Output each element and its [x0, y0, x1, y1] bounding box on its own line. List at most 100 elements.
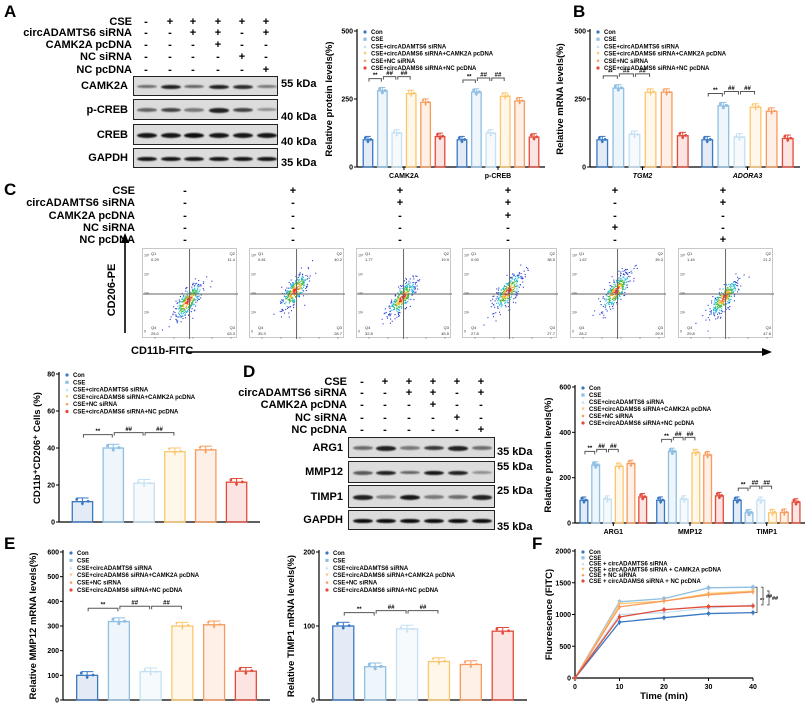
flow-event-dot	[515, 290, 517, 292]
y-tick-label: 40	[47, 446, 55, 453]
data-point	[117, 446, 121, 450]
blot-row-label: ARG1	[312, 441, 343, 454]
legend-diamond-marker	[69, 581, 73, 585]
significance-bracket	[119, 605, 151, 610]
legend-entry: CSE + circADAMTS6 siRNA	[589, 562, 668, 568]
flow-event-dot	[173, 306, 175, 308]
quadrant-name: Q4	[151, 325, 157, 330]
flow-event-dot	[417, 279, 419, 281]
data-point	[751, 585, 755, 589]
legend-entry: CSE	[589, 556, 601, 562]
flow-event-dot	[414, 286, 416, 288]
flow-event-dot	[404, 296, 406, 298]
flow-event-dot	[175, 308, 177, 310]
flow-event-dot	[390, 300, 392, 302]
flow-event-dot	[503, 297, 505, 299]
panel-a-treatment-sign: +	[189, 27, 197, 39]
flow-event-dot	[300, 278, 302, 280]
data-point	[715, 492, 719, 496]
blot-band	[233, 84, 253, 89]
flow-event-dot	[200, 285, 202, 287]
flow-event-dot	[512, 282, 514, 284]
flow-event-dot	[394, 299, 396, 301]
flow-event-dot	[180, 305, 182, 307]
data-point	[167, 448, 171, 451]
flow-event-dot	[606, 310, 608, 312]
flow-event-dot	[281, 292, 283, 294]
flow-event-dot	[402, 299, 404, 301]
panel-d-treatment-label: NC siRNA	[295, 412, 347, 424]
flow-event-dot	[184, 300, 186, 302]
flow-event-dot	[192, 284, 194, 286]
blot-row-label: CAMK2A	[80, 80, 128, 92]
flow-event-dot	[190, 292, 192, 294]
flow-event-dot	[398, 305, 400, 307]
flow-event-dot	[725, 308, 727, 310]
flow-event-dot	[612, 308, 614, 310]
flow-event-dot	[524, 274, 526, 276]
flow-event-dot	[718, 297, 720, 299]
data-point	[535, 135, 539, 139]
flow-event-dot	[279, 311, 281, 313]
significance-bracket	[707, 93, 723, 97]
flow-y-tick-label: 0	[572, 330, 574, 334]
flow-event-dot	[187, 307, 189, 309]
panel-c-treatment-sign: -	[291, 197, 295, 209]
flow-event-dot	[308, 277, 310, 279]
flow-event-dot	[292, 282, 294, 284]
panel-a-treatment-sign: -	[240, 64, 244, 76]
flow-event-dot	[196, 282, 198, 284]
legend-entry: CSE + NC siRNA	[589, 573, 637, 579]
significance-label: **	[664, 434, 669, 440]
legend-entry: Con	[73, 373, 85, 379]
flow-event-dot	[618, 286, 620, 288]
flow-event-dot	[510, 284, 512, 286]
quadrant-name: Q4	[258, 325, 264, 330]
flow-event-dot	[289, 296, 291, 298]
flow-event-dot	[507, 305, 509, 307]
flow-event-dot	[390, 302, 392, 304]
flow-event-dot	[717, 303, 719, 305]
legend-triangle-down-marker	[325, 573, 329, 577]
data-point	[629, 463, 633, 467]
flow-event-dot	[391, 299, 393, 301]
flow-event-dot	[407, 296, 409, 298]
flow-event-dot	[293, 289, 295, 291]
flow-event-dot	[624, 278, 626, 280]
blot-band	[137, 84, 157, 89]
flow-event-dot	[194, 283, 196, 285]
legend-diamond-marker	[581, 414, 585, 418]
flow-event-dot	[626, 268, 628, 270]
flow-event-dot	[292, 285, 294, 287]
flow-event-dot	[303, 295, 305, 297]
flow-event-dot	[611, 289, 613, 291]
flow-event-dot	[620, 287, 622, 289]
legend-circle-marker	[581, 386, 585, 390]
flow-event-dot	[710, 310, 712, 312]
flow-event-dot	[408, 292, 410, 294]
data-point	[383, 89, 387, 92]
flow-event-dot	[503, 289, 505, 291]
panel-c-treatment-label: CSE	[112, 185, 135, 197]
flow-event-dot	[723, 304, 725, 306]
flow-event-dot	[192, 300, 194, 302]
flow-event-dot	[508, 284, 510, 286]
panel-a-treatment-label: circADAMTS6 siRNA	[23, 27, 132, 39]
flow-event-dot	[720, 295, 722, 297]
flow-event-dot	[713, 313, 715, 315]
flow-event-dot	[309, 280, 311, 282]
data-point	[426, 100, 430, 104]
data-point	[175, 622, 178, 626]
flow-event-dot	[298, 287, 300, 289]
quadrant-percentage: 38.5	[547, 257, 556, 262]
flow-event-dot	[281, 309, 283, 311]
flow-event-dot	[716, 302, 718, 304]
flow-event-dot	[714, 298, 716, 300]
data-point	[81, 502, 84, 505]
flow-event-dot	[630, 270, 632, 272]
flow-event-dot	[618, 270, 620, 272]
flow-event-dot	[623, 273, 625, 275]
flow-event-dot	[397, 292, 399, 294]
flow-event-dot	[198, 285, 200, 287]
flow-event-dot	[180, 312, 182, 314]
